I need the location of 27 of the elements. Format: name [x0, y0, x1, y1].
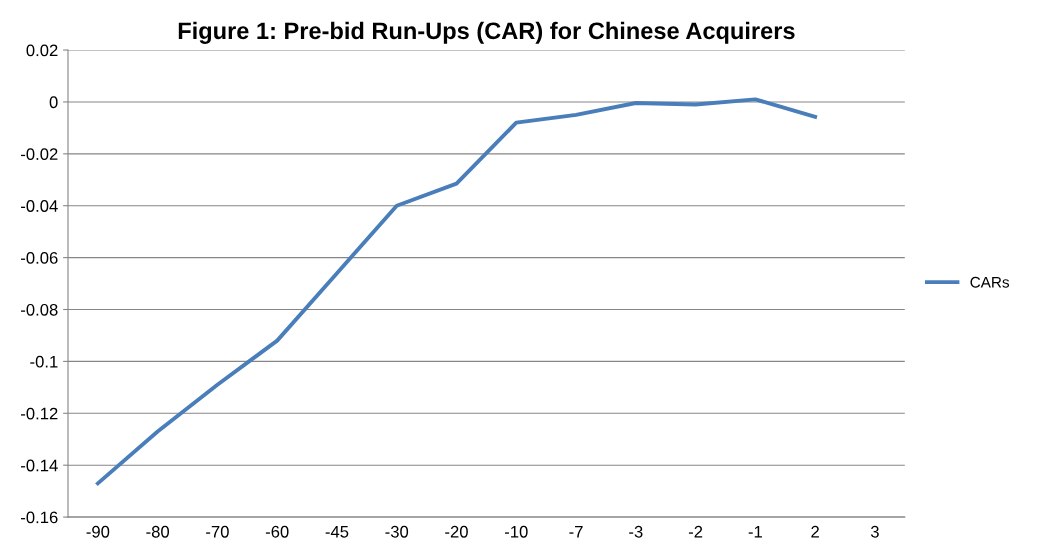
- x-tick-label: -90: [86, 525, 110, 538]
- x-tick-label: -10: [504, 525, 528, 538]
- y-tick-label: -0.12: [21, 407, 58, 420]
- x-tick-label: -20: [445, 525, 468, 538]
- y-tick-label: -0.08: [21, 303, 58, 316]
- y-tick-label: -0.16: [21, 511, 58, 524]
- legend-label: CARs: [970, 276, 1010, 288]
- x-tick-label: -60: [265, 525, 289, 538]
- x-tick-label: -7: [569, 526, 583, 538]
- y-tick-label: -0.04: [21, 200, 58, 212]
- y-tick-label: 0: [49, 96, 58, 109]
- x-tick-label: -45: [325, 526, 349, 538]
- line-series: [95, 97, 818, 486]
- y-tick-label: -0.14: [21, 459, 58, 472]
- x-tick-label: -80: [146, 525, 170, 538]
- x-tick-label: -30: [385, 525, 409, 538]
- x-tick-label: -70: [206, 525, 229, 538]
- x-tick-label: -1: [748, 526, 762, 538]
- chart-title: Figure 1: Pre-bid Run-Ups (CAR) for Chinese Acquirers: [178, 21, 795, 44]
- x-tick-label: 3: [870, 525, 879, 538]
- y-tick-label: -0.1: [30, 355, 58, 368]
- y-tick-label: -0.06: [21, 252, 58, 264]
- x-tick-label: -3: [629, 525, 643, 538]
- y-tick-label: -0.02: [21, 148, 58, 161]
- x-tick-label: -2: [688, 525, 703, 538]
- y-tick-label: 0.02: [26, 44, 58, 57]
- x-tick-label: 2: [811, 525, 819, 538]
